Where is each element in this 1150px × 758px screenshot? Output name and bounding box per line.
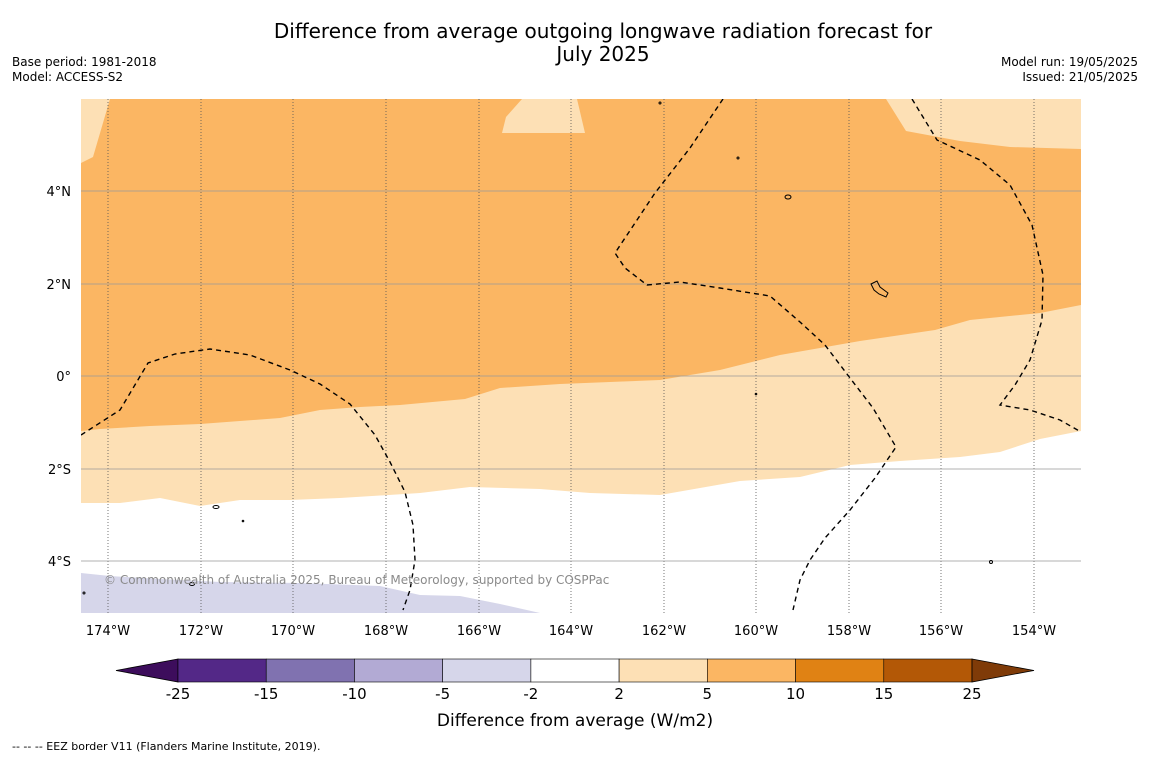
colorbar-segment	[883, 658, 973, 683]
colorbar-tick-label: -2	[523, 685, 538, 703]
lon-label: 166°W	[457, 624, 501, 639]
parallel-lines	[81, 190, 1081, 562]
eez-border-west	[81, 348, 416, 611]
lon-label: 158°W	[827, 624, 871, 639]
lat-label: 4°S	[48, 555, 71, 570]
colorbar-tick-label: -25	[166, 685, 191, 703]
base-period: Base period: 1981-2018	[12, 55, 157, 69]
colorbar-label: Difference from average (W/m2)	[437, 711, 713, 731]
anomaly-region-neutral	[81, 431, 1081, 613]
island-shape	[989, 560, 993, 564]
colorbar-segment	[707, 658, 796, 683]
model-run: Model run: 19/05/2025	[1000, 55, 1138, 69]
anomaly-region-neg5-neg2	[81, 573, 540, 613]
colorbar-segment	[530, 658, 620, 683]
lon-label: 174°W	[86, 624, 130, 639]
colorbar-extend-high	[971, 658, 1035, 683]
island-shape	[241, 519, 245, 523]
colorbar-segment	[177, 658, 267, 683]
eez-border-central	[614, 99, 897, 611]
footnote: -- -- -- EEZ border V11 (Flanders Marine…	[12, 740, 321, 753]
longitude-labels: 174°W 172°W 170°W 168°W 166°W 164°W 162°…	[86, 624, 1056, 639]
islands	[82, 101, 993, 595]
island-shape	[82, 591, 86, 595]
lon-label: 168°W	[364, 624, 408, 639]
colorbar-segment	[795, 658, 885, 683]
meta-right: Model run: 19/05/2025 Issued: 21/05/2025	[1001, 55, 1138, 85]
latitude-labels: 4°N 2°N 0° 2°S 4°S	[47, 185, 72, 570]
map-plot-area: © Commonwealth of Australia 2025, Bureau…	[81, 99, 1081, 613]
colorbar-tick-label: 10	[786, 685, 805, 703]
meta-left: Base period: 1981-2018 Model: ACCESS-S2	[12, 55, 157, 85]
island-shape	[870, 280, 889, 298]
colorbar-tick-label: 25	[962, 685, 981, 703]
island-shape	[736, 156, 740, 160]
island-shape	[784, 194, 792, 200]
colorbar-extend-low	[115, 658, 179, 683]
colorbar-segments	[115, 658, 1035, 683]
lon-label: 160°W	[734, 624, 778, 639]
island-shape	[212, 505, 220, 509]
lon-label: 172°W	[179, 624, 223, 639]
lat-label: 2°S	[48, 463, 71, 478]
model-name: Model: ACCESS-S2	[12, 70, 124, 84]
colorbar-tick-label: 2	[614, 685, 624, 703]
colorbar-segment	[354, 658, 443, 683]
colorbar-segment	[265, 658, 355, 683]
island-shape	[754, 392, 758, 396]
map-title: Difference from average outgoing longwav…	[0, 20, 1150, 66]
island-shape	[658, 101, 662, 105]
lon-label: 164°W	[549, 624, 593, 639]
lon-label: 170°W	[271, 624, 315, 639]
lon-label: 156°W	[919, 624, 963, 639]
colorbar: -25 -15 -10 -5 -2 2 5 10 15 25 Difference from av…	[115, 658, 1035, 731]
colorbar-tick-label: -5	[435, 685, 450, 703]
lon-label: 154°W	[1012, 624, 1056, 639]
lat-label: 4°N	[47, 185, 72, 200]
colorbar-tick-label: 5	[703, 685, 713, 703]
title-line-1: Difference from average outgoing longwav…	[273, 19, 933, 43]
map-credit: © Commonwealth of Australia 2025, Bureau…	[104, 573, 609, 587]
eez-borders	[81, 99, 1081, 611]
issued-date: Issued: 21/05/2025	[1022, 70, 1138, 84]
anomaly-region-5-10	[81, 99, 1081, 431]
colorbar-segment	[442, 658, 532, 683]
lat-label: 0°	[56, 370, 71, 385]
island-shape	[189, 582, 195, 586]
title-line-2: July 2025	[556, 42, 650, 66]
colorbar-ticks: -25 -15 -10 -5 -2 2 5 10 15 25	[166, 685, 982, 703]
colorbar-segment	[618, 658, 708, 683]
lat-label: 2°N	[47, 278, 72, 293]
colorbar-tick-label: -10	[342, 685, 367, 703]
lon-label: 162°W	[642, 624, 686, 639]
colorbar-tick-label: -15	[254, 685, 279, 703]
colorbar-tick-label: 15	[874, 685, 893, 703]
